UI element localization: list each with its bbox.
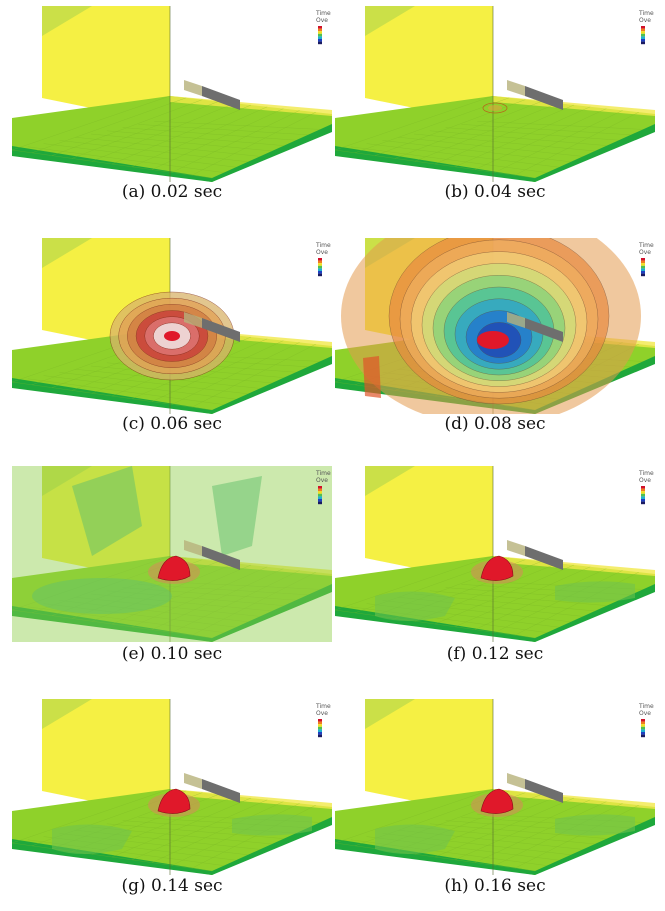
barrier-wall xyxy=(202,86,240,110)
simulation-panel-e: Time Ove xyxy=(12,466,332,642)
legend-subtitle: Ove xyxy=(316,249,328,256)
legend-subtitle: Ove xyxy=(639,477,651,484)
simulation-panel-a: Time Ove xyxy=(12,6,332,182)
legend-subtitle: Ove xyxy=(639,249,651,256)
legend-subtitle: Ove xyxy=(316,710,328,717)
left-wall xyxy=(365,466,493,584)
barrier-wall xyxy=(525,779,563,803)
legend-subtitle: Ove xyxy=(316,17,328,24)
simulation-panel-c: Time Ove xyxy=(12,238,332,414)
barrier-wall xyxy=(202,318,240,342)
panel-caption-c: (c) 0.06 sec xyxy=(122,414,222,434)
panel-caption-h: (h) 0.16 sec xyxy=(444,876,546,896)
legend-title: Time xyxy=(315,242,331,249)
panel-caption-a: (a) 0.02 sec xyxy=(121,182,223,202)
panel-caption-d: (d) 0.08 sec xyxy=(444,414,546,434)
barrier-wall xyxy=(525,86,563,110)
fireball xyxy=(480,555,514,581)
simulation-panel-f: Time Ove xyxy=(335,466,655,642)
legend-title: Time xyxy=(638,10,654,17)
left-wall xyxy=(365,699,493,817)
legend-title: Time xyxy=(315,470,331,477)
simulation-panel-h: Time Ove xyxy=(335,699,655,875)
left-wall xyxy=(42,6,170,124)
legend-title: Time xyxy=(315,703,331,710)
simulation-panel-d: Time Ove xyxy=(335,238,655,414)
panel-caption-f: (f) 0.12 sec xyxy=(446,644,544,664)
fireball xyxy=(480,788,514,814)
simulation-panel-g: Time Ove xyxy=(12,699,332,875)
panel-caption-g: (g) 0.14 sec xyxy=(121,876,223,896)
barrier-wall xyxy=(202,546,240,570)
barrier-wall xyxy=(202,779,240,803)
legend-title: Time xyxy=(638,242,654,249)
legend-subtitle: Ove xyxy=(639,710,651,717)
fireball xyxy=(157,555,191,581)
left-wall xyxy=(365,6,493,124)
legend-subtitle: Ove xyxy=(639,17,651,24)
fireball xyxy=(157,788,191,814)
legend-title: Time xyxy=(638,703,654,710)
barrier-wall xyxy=(525,546,563,570)
barrier-wall xyxy=(525,318,563,342)
legend-title: Time xyxy=(315,10,331,17)
legend-title: Time xyxy=(638,470,654,477)
legend-subtitle: Ove xyxy=(316,477,328,484)
panel-caption-b: (b) 0.04 sec xyxy=(444,182,546,202)
panel-caption-e: (e) 0.10 sec xyxy=(121,644,223,664)
simulation-panel-b: Time Ove xyxy=(335,6,655,182)
left-wall xyxy=(42,699,170,817)
